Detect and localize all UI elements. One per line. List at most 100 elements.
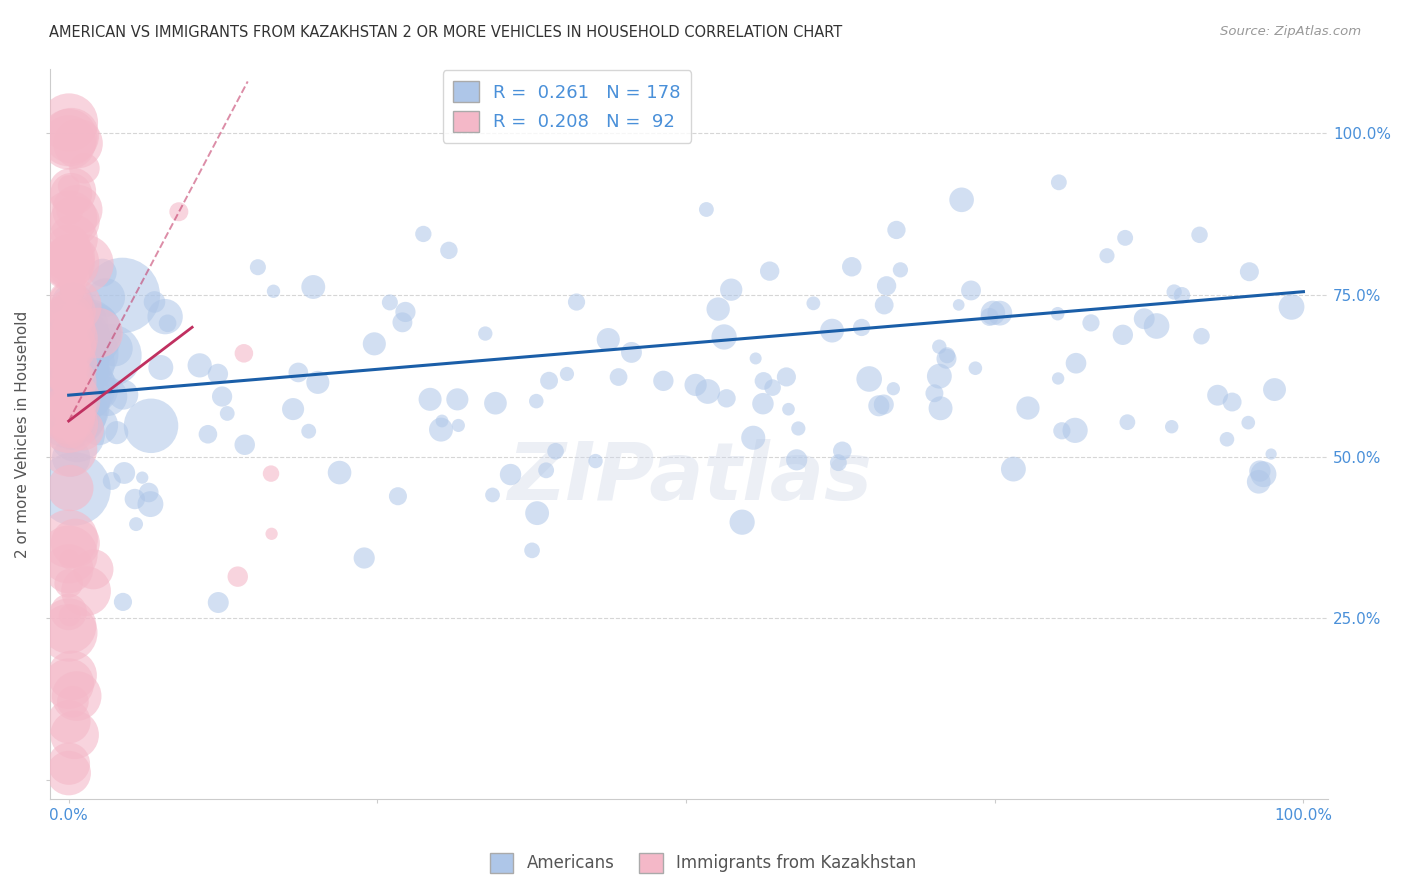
Point [786, 453, 808, 467]
Point [841, 260, 863, 274]
Point [1047, 175, 1070, 189]
Point [707, 302, 730, 317]
Point [91, 266, 114, 280]
Point [58, 356, 80, 370]
Point [598, 333, 620, 347]
Point [58, 346, 80, 360]
Point [437, 244, 460, 258]
Point [775, 370, 797, 384]
Point [58, 374, 80, 388]
Point [59, 481, 82, 495]
Point [929, 401, 952, 416]
Point [60, 285, 83, 300]
Point [73, 257, 96, 271]
Point [60, 186, 83, 201]
Point [1247, 475, 1270, 489]
Point [66, 136, 89, 151]
Point [1260, 447, 1282, 461]
Point [882, 382, 904, 396]
Point [60, 304, 83, 318]
Point [534, 463, 557, 477]
Point [63, 307, 86, 321]
Point [62, 396, 84, 410]
Point [889, 263, 911, 277]
Point [58, 326, 80, 341]
Point [58, 417, 80, 431]
Point [75, 327, 97, 342]
Point [1146, 318, 1168, 333]
Point [720, 283, 742, 297]
Point [60, 409, 83, 423]
Point [1050, 424, 1073, 438]
Point [58, 562, 80, 576]
Point [124, 491, 146, 506]
Point [67, 332, 90, 346]
Point [63, 728, 86, 742]
Point [63, 214, 86, 228]
Legend: R =  0.261   N = 178, R =  0.208   N =  92: R = 0.261 N = 178, R = 0.208 N = 92 [443, 70, 692, 143]
Point [226, 569, 249, 583]
Point [965, 361, 987, 376]
Point [62, 232, 84, 246]
Point [59, 404, 82, 418]
Point [394, 305, 416, 319]
Y-axis label: 2 or more Vehicles in Household: 2 or more Vehicles in Household [15, 310, 30, 558]
Point [63, 391, 86, 405]
Point [716, 392, 738, 406]
Point [60, 378, 83, 392]
Point [744, 351, 766, 366]
Point [1160, 419, 1182, 434]
Point [287, 366, 309, 380]
Point [58, 384, 80, 398]
Point [94, 291, 117, 305]
Point [82, 324, 104, 338]
Point [139, 497, 162, 511]
Point [66, 202, 89, 217]
Point [302, 280, 325, 294]
Point [696, 384, 718, 399]
Point [112, 466, 135, 480]
Point [353, 551, 375, 566]
Point [62, 297, 84, 311]
Point [58, 255, 80, 269]
Point [69, 357, 91, 371]
Point [58, 407, 80, 421]
Point [111, 288, 134, 302]
Point [565, 295, 588, 310]
Point [67, 380, 90, 394]
Point [412, 227, 434, 241]
Point [149, 360, 172, 375]
Point [1112, 327, 1135, 342]
Point [60, 450, 83, 465]
Point [928, 340, 950, 354]
Point [520, 543, 543, 558]
Point [59, 211, 82, 226]
Point [112, 387, 135, 401]
Point [75, 346, 97, 360]
Point [481, 488, 503, 502]
Point [801, 296, 824, 310]
Point [63, 321, 86, 335]
Point [188, 359, 211, 373]
Point [1216, 432, 1239, 446]
Point [1046, 307, 1069, 321]
Point [58, 319, 80, 334]
Point [62, 695, 84, 709]
Point [58, 576, 80, 591]
Point [928, 369, 950, 384]
Point [167, 204, 190, 219]
Point [58, 625, 80, 640]
Point [58, 361, 80, 376]
Point [58, 442, 80, 456]
Point [62, 281, 84, 295]
Legend: Americans, Immigrants from Kazakhstan: Americans, Immigrants from Kazakhstan [484, 847, 922, 880]
Point [950, 193, 973, 207]
Point [58, 342, 80, 356]
Point [58, 605, 80, 619]
Point [58, 410, 80, 425]
Point [58, 115, 80, 129]
Point [430, 414, 453, 428]
Point [695, 202, 717, 217]
Point [713, 330, 735, 344]
Point [474, 326, 496, 341]
